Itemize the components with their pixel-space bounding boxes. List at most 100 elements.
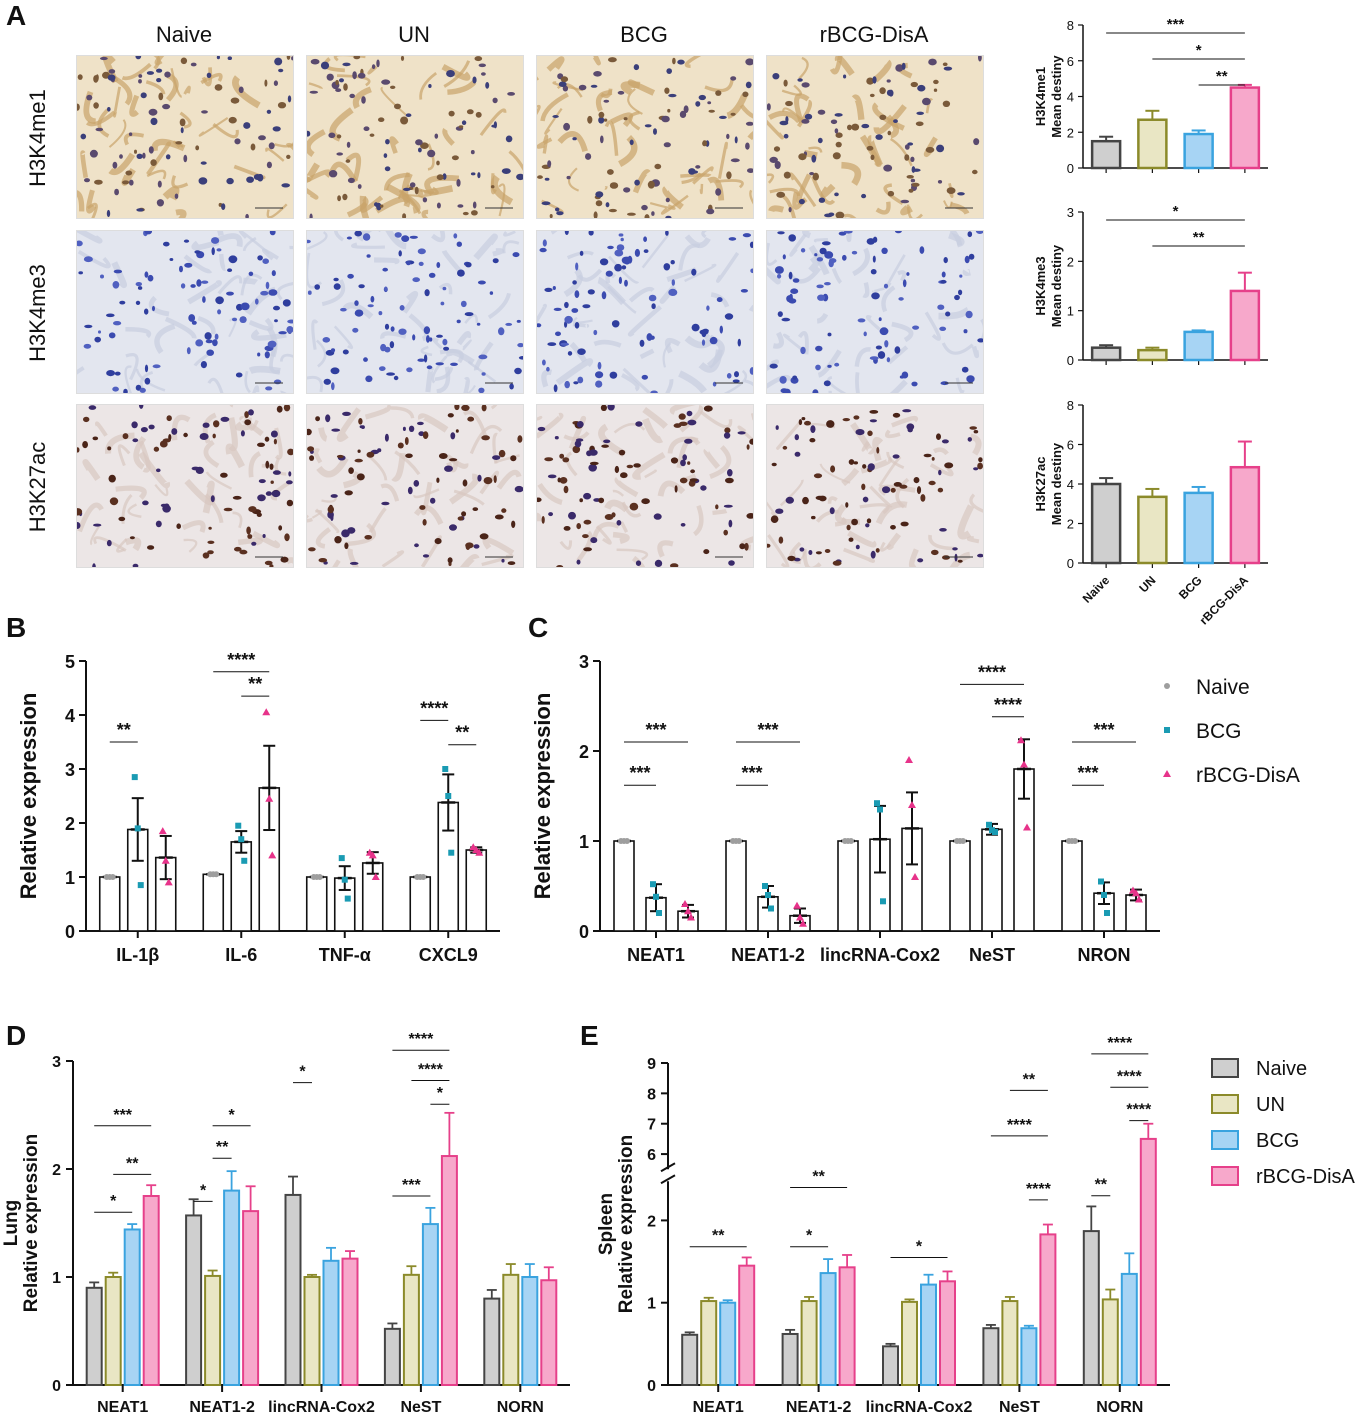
- point-C: [1098, 878, 1104, 885]
- x-tick-label-B: IL-6: [225, 945, 257, 965]
- point-B: [158, 827, 167, 835]
- sig-label-D: **: [216, 1139, 229, 1156]
- point-B: [445, 793, 452, 799]
- bar-D-2-2: [322, 1259, 340, 1387]
- y-tick-label-A3: 6: [1067, 438, 1074, 453]
- legend-label-E: UN: [1256, 1094, 1285, 1116]
- point-C: [687, 913, 695, 921]
- bar-D-2-3: [421, 1223, 439, 1386]
- bar-D-3-2: [341, 1257, 359, 1387]
- sig-label-C: ***: [1093, 720, 1114, 740]
- bar-A2-2: [1183, 330, 1214, 362]
- x-tick-label-C: NRON: [1078, 945, 1131, 965]
- bar-E-1-0: [700, 1300, 718, 1387]
- point-B: [109, 874, 116, 880]
- y-axis-label2-E: Relative expression: [616, 1135, 637, 1313]
- micrograph-1-3: [766, 230, 984, 394]
- bar-D-0-0: [85, 1286, 103, 1387]
- y-tick-label-B: 0: [65, 922, 75, 942]
- bar-E-1-1: [800, 1300, 818, 1387]
- bar-B-0-3: [409, 876, 432, 932]
- bar-D-1-3: [402, 1273, 420, 1386]
- y-tick-label-E: 7: [647, 1117, 656, 1134]
- point-B: [268, 851, 277, 859]
- point-B: [368, 851, 377, 859]
- sig-label-C: ***: [741, 763, 762, 783]
- y-tick-label-A1: 6: [1067, 54, 1074, 69]
- x-tick-label-B: CXCL9: [419, 945, 478, 965]
- y-tick-label-A2: 2: [1067, 254, 1074, 269]
- sig-label-B: **: [455, 723, 469, 743]
- sig-label-D: *: [228, 1107, 235, 1124]
- point-C: [793, 901, 801, 909]
- point-B: [262, 708, 271, 716]
- point-C: [911, 873, 919, 880]
- y-tick-label-B: 1: [65, 868, 75, 888]
- x-tick-label-A3: UN: [1136, 573, 1158, 595]
- bar-A1-1: [1137, 118, 1168, 170]
- x-tick-label-E: NeST: [999, 1399, 1040, 1416]
- legend-swatch-E: [1211, 1130, 1239, 1150]
- point-B: [475, 848, 484, 856]
- sig-label-E: **: [1023, 1071, 1036, 1088]
- legend-marker-C: [1164, 683, 1170, 689]
- bar-E-2-4: [1120, 1272, 1138, 1386]
- point-C: [874, 800, 880, 807]
- sig-label-E: **: [1095, 1177, 1108, 1194]
- bar-D-2-1: [223, 1189, 241, 1386]
- point-B: [235, 822, 242, 829]
- y-axis-label2-A3: Mean destiny: [1049, 442, 1064, 525]
- y-tick-label-E: 0: [647, 1378, 656, 1395]
- point-C: [1072, 838, 1078, 844]
- point-C: [1104, 910, 1110, 916]
- micrograph-0-0: [76, 55, 294, 219]
- point-B: [344, 895, 351, 902]
- axis-break-mark: [660, 1162, 676, 1173]
- point-C: [992, 829, 998, 835]
- bar-E-3-0: [738, 1264, 756, 1386]
- col-header-bcg: BCG: [620, 22, 668, 47]
- sig-label-C: ***: [757, 720, 778, 740]
- sig-label-E: ****: [1126, 1102, 1152, 1119]
- point-B: [164, 878, 173, 886]
- x-tick-label-A3: BCG: [1176, 573, 1205, 602]
- y-axis-label-A1: H3K4me1: [1033, 67, 1048, 126]
- bar-D-1-2: [303, 1276, 321, 1386]
- point-C: [905, 756, 913, 763]
- micrograph-0-3: [766, 55, 984, 219]
- point-B: [213, 871, 220, 878]
- y-tick-label-D: 1: [52, 1270, 61, 1287]
- point-C: [762, 883, 768, 889]
- bar-C-0-4: [1061, 840, 1083, 932]
- point-B: [338, 855, 345, 862]
- legend-label-E: BCG: [1256, 1130, 1299, 1152]
- x-tick-label-C: NeST: [969, 945, 1015, 965]
- panel-letter-c: C: [528, 612, 549, 643]
- legend-swatch-E: [1211, 1094, 1239, 1114]
- panel-letter-a: A: [6, 0, 27, 31]
- y-tick-label-A1: 2: [1067, 125, 1074, 140]
- y-tick-label-C: 0: [579, 922, 589, 942]
- micrograph-2-0: [76, 404, 294, 568]
- x-tick-label-D: NORN: [497, 1399, 544, 1416]
- point-C: [1132, 889, 1140, 897]
- legend-swatch-E: [1211, 1166, 1239, 1186]
- legend-label-C: rBCG-DisA: [1196, 764, 1300, 787]
- bar-B-1-1: [230, 841, 253, 932]
- micrograph-0-1: [306, 55, 524, 219]
- x-tick-label-E: NORN: [1096, 1399, 1143, 1416]
- legend-label-C: BCG: [1196, 720, 1242, 743]
- sig-label-C: ***: [1077, 763, 1098, 783]
- sig-label-D: ***: [113, 1107, 132, 1124]
- point-B: [238, 836, 245, 843]
- sig-label-C: ***: [629, 763, 650, 783]
- point-C: [684, 907, 692, 915]
- point-C: [880, 898, 886, 905]
- y-axis-label-E: Spleen: [596, 1193, 617, 1255]
- bar-E-2-1: [819, 1272, 837, 1386]
- micrograph-2-2: [536, 404, 754, 568]
- sig-label-C: ****: [978, 662, 1006, 682]
- bar-D-0-4: [483, 1297, 501, 1386]
- bar-E-0-1: [781, 1332, 799, 1386]
